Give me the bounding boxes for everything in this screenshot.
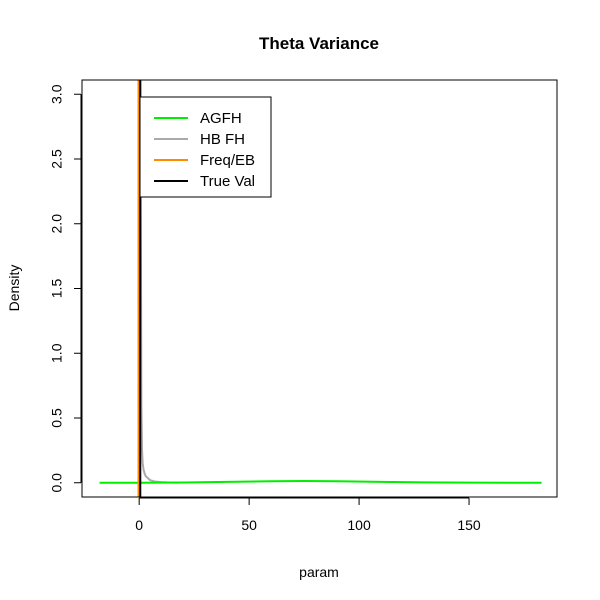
- x-axis-label: param: [299, 564, 339, 580]
- x-tick-label: 100: [347, 517, 371, 533]
- x-tick-label: 50: [241, 517, 257, 533]
- y-tick-label: 1.0: [49, 343, 65, 363]
- x-tick-label: 150: [457, 517, 481, 533]
- legend-label: Freq/EB: [200, 152, 255, 169]
- x-axis: 0 50 100 150: [135, 497, 481, 533]
- y-tick-label: 0.0: [49, 473, 65, 493]
- legend-label: HB FH: [200, 131, 245, 148]
- chart-title: Theta Variance: [259, 34, 379, 53]
- y-axis-label: Density: [6, 265, 22, 312]
- y-tick-label: 0.5: [49, 408, 65, 428]
- y-tick-label: 2.5: [49, 149, 65, 169]
- y-tick-label: 2.0: [49, 214, 65, 234]
- series-agfh-line: [99, 479, 542, 484]
- x-tick-label: 0: [135, 517, 143, 533]
- legend-label: AGFH: [200, 110, 242, 127]
- plot-frame: [81, 79, 558, 498]
- legend-label: True Val: [200, 173, 255, 190]
- y-tick-label: 3.0: [49, 84, 65, 104]
- legend: AGFH HB FH Freq/EB True Val: [139, 96, 272, 198]
- y-axis: 0.0 0.5 1.0 1.5 2.0 2.5 3.0: [49, 84, 82, 493]
- y-tick-label: 1.5: [49, 279, 65, 299]
